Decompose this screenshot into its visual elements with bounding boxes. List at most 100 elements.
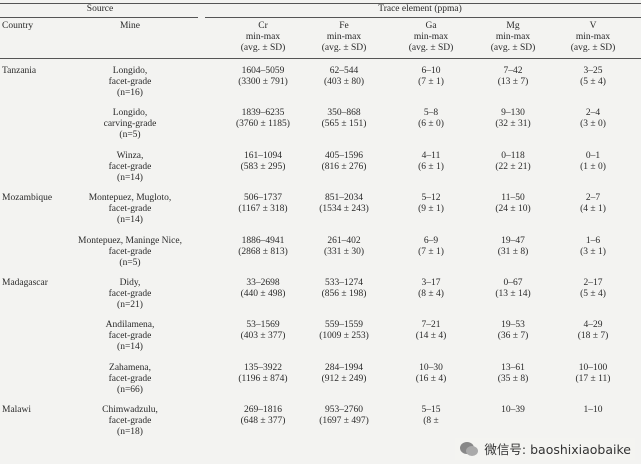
cell: 2–7 [585, 193, 601, 204]
mine: facet-grade [108, 289, 152, 299]
mine: (n=16) [117, 88, 143, 98]
header-trace: Trace element (ppma) [378, 4, 462, 14]
cell: 1–6 [585, 235, 601, 246]
mine: facet-grade [108, 204, 152, 215]
cell: 1886–4941 [241, 235, 285, 246]
cell: 851–2034 [325, 193, 363, 204]
cell: (1009 ± 253) [319, 331, 369, 342]
cell: (856 ± 198) [321, 289, 367, 299]
country: Madagascar [2, 278, 48, 288]
column-header: Cr [258, 21, 268, 31]
cell: 3–25 [583, 66, 603, 76]
column-subheader: min-max [575, 32, 611, 42]
mine: (n=66) [117, 384, 143, 395]
cell: (17 ± 11) [575, 373, 611, 384]
cell: 13–61 [501, 362, 525, 373]
mine: facet-grade [108, 77, 152, 87]
cell: (3760 ± 1185) [236, 119, 290, 130]
cell: (8 ± 4) [418, 289, 444, 299]
cell: (565 ± 151) [321, 119, 367, 130]
mine: Zahamena, [109, 362, 151, 373]
cell: 506–1737 [244, 193, 282, 204]
column-subheader: (avg. ± SD) [490, 43, 536, 53]
mine: (n=18) [117, 427, 143, 438]
mine: facet-grade [108, 161, 152, 172]
cell: (1697 ± 497) [319, 416, 369, 427]
cell: 1–10 [583, 405, 603, 416]
cell: (7 ± 1) [418, 77, 444, 87]
cell: (5 ± 4) [580, 289, 606, 299]
cell: (912 ± 249) [321, 373, 367, 384]
cell: (18 ± 7) [577, 331, 609, 342]
column-header: Fe [339, 21, 349, 31]
cell: 0–118 [501, 150, 525, 161]
cell: 33–2698 [246, 278, 280, 288]
cell: 9–130 [501, 108, 525, 119]
cell: (14 ± 4) [415, 331, 447, 342]
cell: 10–30 [419, 362, 443, 373]
mine: Didy, [119, 278, 141, 288]
cell: 2–17 [583, 278, 603, 288]
cell: 10–39 [501, 405, 525, 416]
mine: (n=5) [119, 130, 141, 141]
cell: 19–53 [501, 320, 525, 331]
cell: 350–868 [327, 108, 361, 119]
mine: facet-grade [108, 373, 152, 384]
watermark: 微信号: baoshixiaobaike [455, 438, 635, 460]
rule [205, 17, 641, 18]
cell: (9 ± 1) [418, 204, 444, 215]
column-subheader: min-max [495, 32, 531, 42]
cell: (6 ± 0) [418, 119, 444, 130]
cell: (31 ± 8) [497, 246, 529, 257]
cell: (583 ± 295) [240, 161, 286, 172]
cell: 5–8 [423, 108, 439, 119]
mine: Longido, [112, 108, 148, 119]
cell: 135–3922 [244, 362, 282, 373]
country: Tanzania [2, 66, 37, 76]
country: Mozambique [2, 193, 53, 204]
cell: 533–1274 [325, 278, 363, 288]
cell: (2868 ± 813) [238, 246, 288, 257]
cell: 405–1596 [325, 150, 363, 161]
cell: (16 ± 4) [415, 373, 447, 384]
cell: (35 ± 8) [497, 373, 529, 384]
cell: 2–4 [585, 108, 601, 119]
mine: Winza, [116, 150, 144, 161]
cell: 6–10 [421, 66, 441, 76]
mine: facet-grade [108, 331, 152, 342]
cell: 269–1816 [244, 405, 282, 416]
cell: 5–15 [421, 405, 441, 416]
column-subheader: min-max [413, 32, 449, 42]
cell: (5 ± 4) [580, 77, 606, 87]
cell: (331 ± 30) [323, 246, 365, 257]
column-subheader: (avg. ± SD) [321, 43, 367, 53]
mine: Andilamena, [105, 320, 155, 331]
cell: (24 ± 10) [495, 204, 531, 215]
cell: 4–29 [583, 320, 603, 331]
column-header: Mine [119, 21, 141, 31]
mine: Montepuez, Mugloto, [88, 193, 172, 204]
cell: (1 ± 0) [580, 161, 606, 172]
mine: (n=21) [117, 300, 143, 310]
cell: 0–67 [503, 278, 523, 288]
cell: (648 ± 377) [240, 416, 286, 427]
cell: 559–1559 [325, 320, 363, 331]
column-subheader: (avg. ± SD) [240, 43, 286, 53]
cell: (816 ± 276) [321, 161, 367, 172]
cell: (4 ± 1) [580, 204, 606, 215]
column-subheader: min-max [326, 32, 362, 42]
column-subheader: (avg. ± SD) [570, 43, 616, 53]
cell: 10–100 [578, 362, 608, 373]
column-header: Mg [506, 21, 520, 31]
cell: 4–11 [421, 150, 441, 161]
cell: (6 ± 1) [418, 161, 444, 172]
cell: 1604–5059 [241, 66, 285, 76]
cell: 7–42 [503, 66, 523, 76]
mine: facet-grade [108, 246, 152, 257]
cell: 953–2760 [325, 405, 363, 416]
cell: (403 ± 377) [240, 331, 286, 342]
column-header: Country [2, 21, 34, 31]
mine: (n=5) [119, 257, 141, 268]
rule [0, 3, 641, 4]
rule [0, 58, 641, 59]
